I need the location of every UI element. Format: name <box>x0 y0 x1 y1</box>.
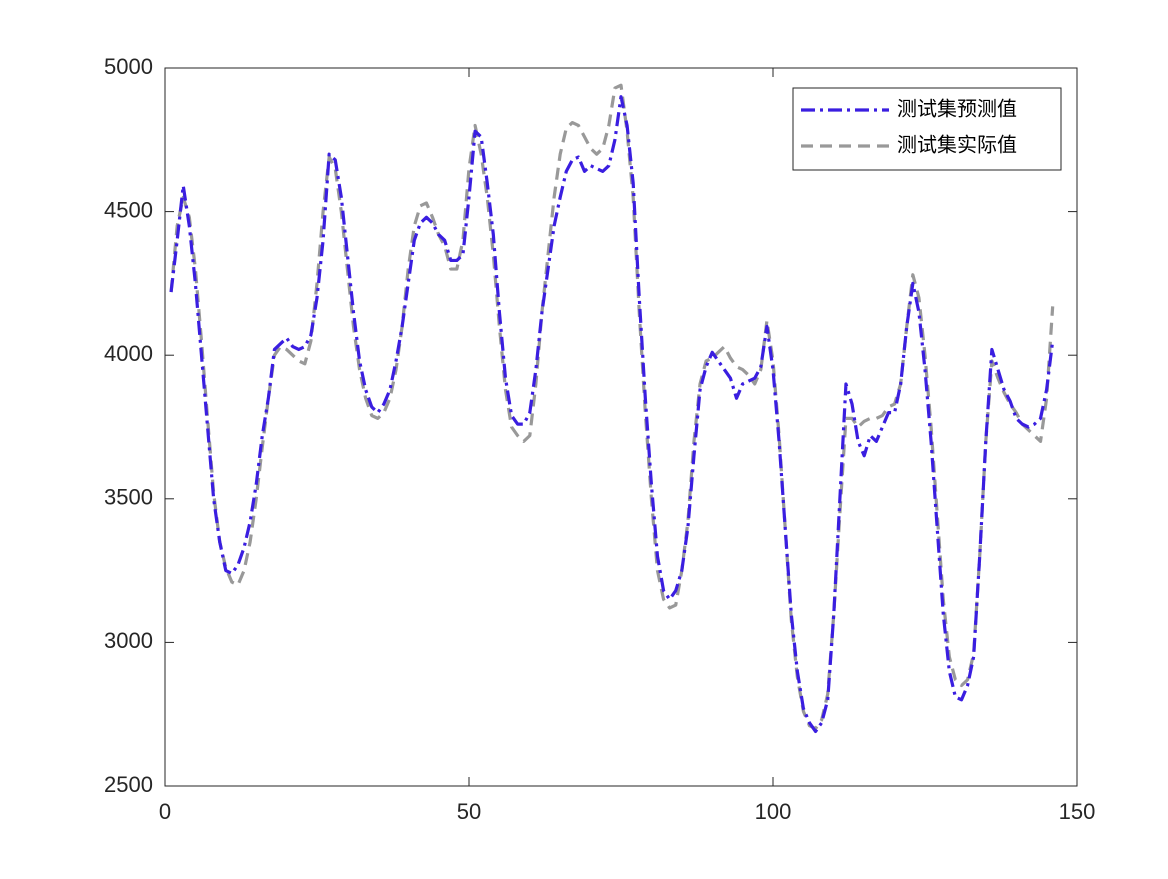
y-tick-label: 3000 <box>104 628 153 653</box>
data-line <box>169 83 1055 731</box>
y-tick-label: 2500 <box>104 772 153 797</box>
x-tick-label: 100 <box>755 799 792 824</box>
plot-area <box>164 67 1078 787</box>
y-tick-label: 4000 <box>104 341 153 366</box>
legend-box <box>792 87 1062 171</box>
y-tick-label: 3500 <box>104 485 153 510</box>
x-tick-label: 0 <box>159 799 171 824</box>
legend-label: 测试集实际值 <box>897 133 1017 156</box>
x-tick-label: 150 <box>1059 799 1096 824</box>
legend-label: 测试集预测值 <box>897 97 1017 120</box>
y-tick-label: 5000 <box>104 54 153 79</box>
y-tick-label: 4500 <box>104 197 153 222</box>
x-tick-label: 50 <box>457 799 481 824</box>
data-line <box>169 95 1055 734</box>
